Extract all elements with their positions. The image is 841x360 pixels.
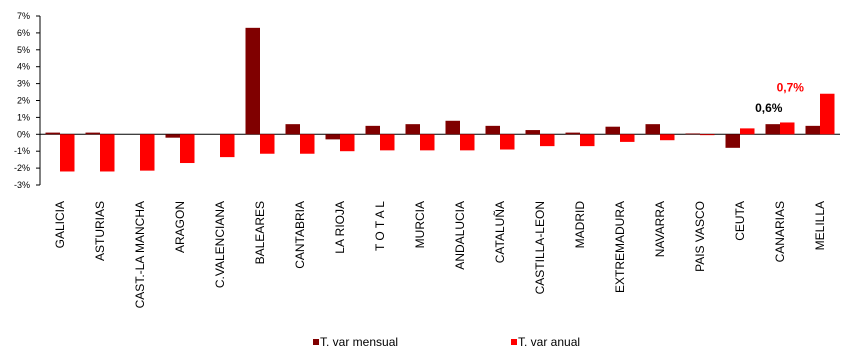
y-tick-label: 5% (17, 45, 30, 55)
x-tick-label: CANARIAS (773, 201, 787, 262)
bar-anual (780, 122, 795, 134)
bar-mensual (646, 124, 661, 134)
bar-anual (140, 134, 155, 170)
bar-mensual (526, 130, 541, 134)
bar-anual (620, 134, 635, 142)
x-tick-label: MURCIA (413, 201, 427, 248)
bar-mensual (566, 133, 581, 135)
bar-mensual (86, 133, 101, 135)
legend-swatch (313, 339, 319, 345)
y-tick-label: 7% (17, 11, 30, 21)
x-tick-label: MELILLA (813, 201, 827, 250)
y-tick-label: -2% (14, 163, 30, 173)
bar-anual (380, 134, 395, 150)
x-tick-label: MADRID (573, 201, 587, 249)
x-tick-label: GALICIA (53, 201, 67, 248)
x-tick-label: PAIS VASCO (693, 201, 707, 272)
bar-anual (260, 134, 275, 153)
data-label: 0,6% (755, 101, 783, 115)
bar-mensual (326, 134, 341, 139)
bar-mensual (446, 121, 461, 135)
bar-mensual (806, 126, 821, 134)
bar-mensual (606, 127, 621, 135)
bar-mensual (406, 124, 421, 134)
bar-anual (100, 134, 115, 171)
bar-anual (60, 134, 75, 171)
y-tick-label: 6% (17, 28, 30, 38)
x-tick-label: ASTURIAS (93, 201, 107, 261)
x-tick-label: ANDALUCIA (453, 201, 467, 270)
bar-anual (540, 134, 555, 146)
bar-mensual (686, 133, 701, 134)
bar-mensual (246, 28, 261, 134)
x-tick-label: BALEARES (253, 201, 267, 264)
bar-anual (740, 128, 755, 134)
data-label: 0,7% (777, 80, 805, 94)
y-tick-label: 2% (17, 96, 30, 106)
y-tick-label: 1% (17, 112, 30, 122)
x-tick-label: CAST.-LA MANCHA (133, 201, 147, 308)
bar-mensual (46, 133, 61, 135)
x-tick-label: CATALUÑA (493, 201, 507, 263)
bar-anual (500, 134, 515, 149)
bar-mensual (486, 126, 501, 134)
y-tick-label: 3% (17, 79, 30, 89)
y-tick-label: -1% (14, 146, 30, 156)
bar-anual (580, 134, 595, 146)
bar-anual (300, 134, 315, 153)
bar-anual (660, 134, 675, 140)
x-tick-label: EXTREMADURA (613, 201, 627, 293)
x-tick-label: NAVARRA (653, 201, 667, 257)
x-tick-label: CEUTA (733, 201, 747, 241)
bar-mensual (366, 126, 381, 134)
bar-mensual (726, 134, 741, 148)
bar-anual (180, 134, 195, 163)
bar-mensual (766, 124, 781, 134)
x-tick-label: CASTILLA-LEON (533, 201, 547, 294)
bar-mensual (286, 124, 301, 134)
bar-anual (340, 134, 355, 151)
y-tick-label: -3% (14, 180, 30, 190)
x-tick-label: CANTABRIA (293, 201, 307, 269)
x-tick-label: LA RIOJA (333, 201, 347, 254)
x-tick-label: T O T A L (373, 201, 387, 251)
legend-swatch (511, 339, 517, 345)
bar-mensual (166, 134, 181, 137)
bar-anual (700, 134, 715, 135)
x-tick-label: C.VALENCIANA (213, 201, 227, 288)
y-tick-label: 4% (17, 62, 30, 72)
bar-anual (220, 134, 235, 157)
bar-anual (420, 134, 435, 150)
legend-label: T. var anual (518, 335, 580, 349)
y-tick-label: 0% (17, 129, 30, 139)
bar-anual (460, 134, 475, 150)
legend-label: T. var mensual (320, 335, 398, 349)
x-tick-label: ARAGON (173, 201, 187, 253)
bar-anual (820, 94, 835, 135)
